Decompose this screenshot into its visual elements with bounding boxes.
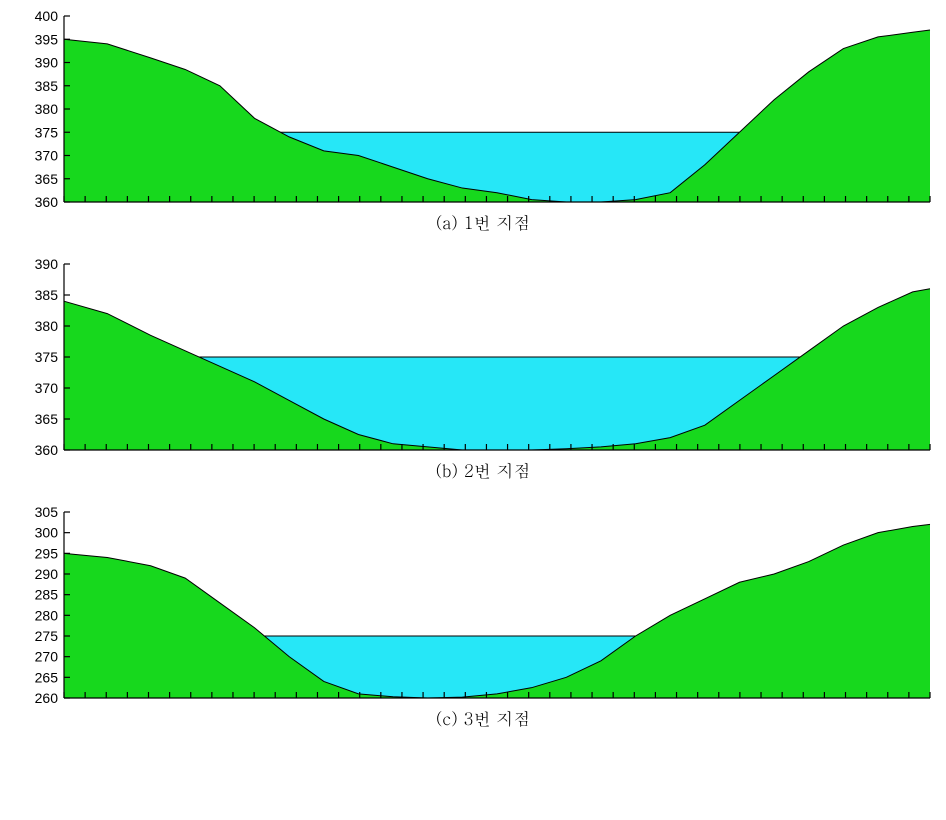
panel-2: 260 265 270 275 280 285 290 295 300 305 (c) 3번 지점 — [10, 506, 946, 730]
y-tick-label: 360 — [35, 194, 59, 208]
y-tick-label: 365 — [35, 411, 59, 427]
y-tick-label: 400 — [35, 10, 59, 24]
cross-section-chart-1: 360 365 370 375 380 385 390 — [10, 258, 936, 456]
y-tick-label: 270 — [35, 649, 59, 665]
y-tick-label: 290 — [35, 566, 59, 582]
y-tick-label: 285 — [35, 587, 59, 603]
y-tick-label: 390 — [35, 55, 59, 71]
panel-caption: (b) 2번 지점 — [10, 458, 946, 482]
panel-caption: (c) 3번 지점 — [10, 706, 946, 730]
panel-caption: (a) 1번 지점 — [10, 210, 946, 234]
y-tick-label: 375 — [35, 124, 59, 140]
y-tick-label: 275 — [35, 628, 59, 644]
panel-1: 360 365 370 375 380 385 390 (b) 2번 지점 — [10, 258, 946, 482]
cross-section-chart-2: 260 265 270 275 280 285 290 295 300 305 — [10, 506, 936, 704]
y-tick-label: 370 — [35, 380, 59, 396]
y-tick-label: 395 — [35, 31, 59, 47]
y-tick-label: 260 — [35, 690, 59, 704]
y-tick-label: 265 — [35, 669, 59, 685]
y-tick-label: 300 — [35, 525, 59, 541]
y-tick-label: 360 — [35, 442, 59, 456]
cross-section-chart-0: 360 365 370 375 380 385 390 395 400 — [10, 10, 936, 208]
y-tick-label: 390 — [35, 258, 59, 272]
panel-0: 360 365 370 375 380 385 390 395 400 (a) 1번 지점 — [10, 10, 946, 234]
y-tick-label: 305 — [35, 506, 59, 520]
y-tick-label: 380 — [35, 101, 59, 117]
y-tick-label: 385 — [35, 78, 59, 94]
y-tick-label: 365 — [35, 171, 59, 187]
y-tick-label: 280 — [35, 607, 59, 623]
y-tick-label: 295 — [35, 545, 59, 561]
y-tick-label: 375 — [35, 349, 59, 365]
y-tick-label: 385 — [35, 287, 59, 303]
y-tick-label: 380 — [35, 318, 59, 334]
y-tick-label: 370 — [35, 148, 59, 164]
